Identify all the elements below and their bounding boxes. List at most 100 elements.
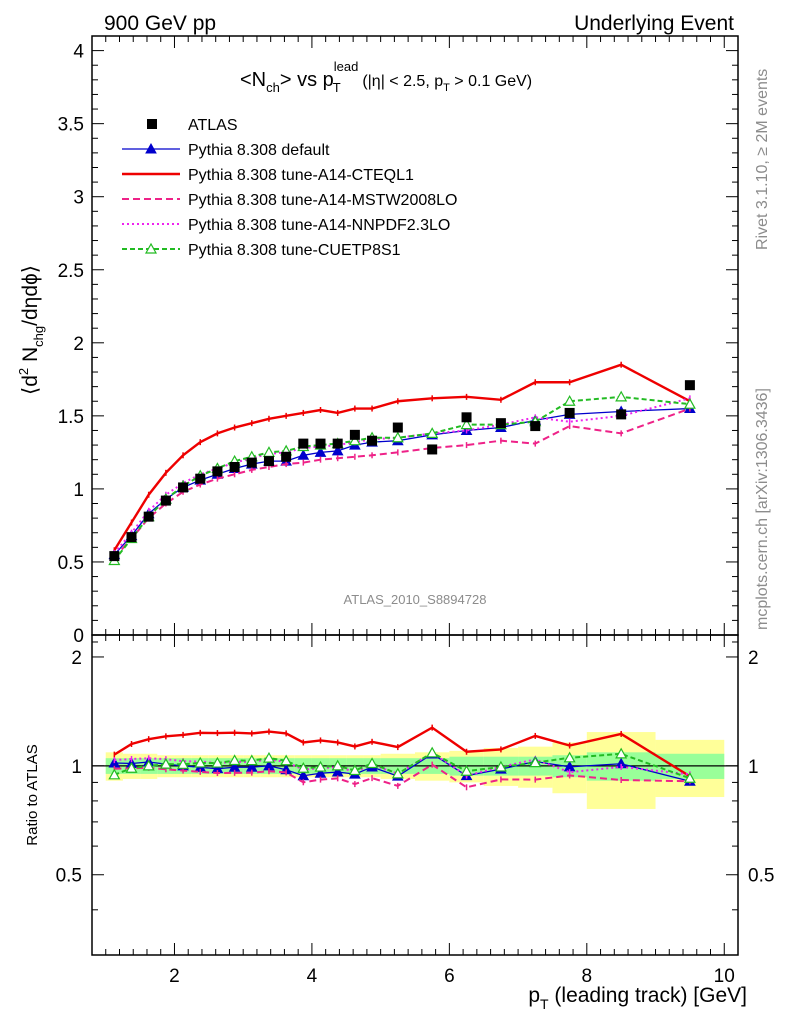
series-4-main-marker [615,390,628,402]
legend-entry: ATLAS [147,117,238,134]
atlas-data-point [495,418,506,429]
ratio-y-tick-label-right: 2 [748,648,759,669]
y-tick-label: 3 [73,188,84,209]
atlas-data-point [263,456,274,467]
series-4-main-marker [426,427,439,438]
series-1-main-line [113,363,691,551]
x-tick-label: 4 [307,966,318,987]
y-tick-label: 4 [73,42,84,63]
series-0-main-marker [297,449,310,460]
series-4-main-marker [348,434,361,446]
series-4-ratio-marker [108,768,121,780]
series-4-ratio-marker [159,757,172,769]
mcplots-url-label: mcplots.cern.ch [arXiv:1306.3436] [754,388,771,630]
main-panel-series [108,361,696,566]
rivet-version-label: Rivet 3.1.10, ≥ 2M events [754,69,771,250]
atlas-data-point [281,451,292,462]
atlas-data-point [109,551,120,562]
ratio-y-tick-label-left: 0.5 [56,866,82,887]
series-4-ratio-marker [615,747,628,759]
legend-entry: Pythia 8.308 tune-A14-NNPDF2.3LO [122,217,450,234]
header-left: 900 GeV pp [104,12,216,35]
legend-label: Pythia 8.308 default [188,142,330,159]
atlas-data-point [246,457,257,468]
y-tick-label: 2 [73,334,84,355]
legend-entry: Pythia 8.308 tune-A14-MSTW2008LO [122,192,457,209]
series-4-ratio-marker [280,754,293,766]
legend-label: Pythia 8.308 tune-A14-NNPDF2.3LO [188,217,450,234]
y-tick-label: 2.5 [58,261,84,282]
x-tick-label: 8 [582,966,593,987]
atlas-data-point [160,495,171,506]
atlas-data-point [616,409,627,420]
atlas-data-point [298,438,309,449]
legend-marker [144,242,158,254]
atlas-data-point [684,380,695,391]
atlas-data-point [367,435,378,446]
series-4-ratio-marker [426,746,439,758]
atlas-data-point [212,466,223,477]
legend-label: ATLAS [188,117,238,134]
series-4-ratio-marker [683,772,696,783]
series-4-main-marker [460,418,473,430]
series-4-main-marker [262,446,275,457]
chart-title: <Nch> vs pTlead(|η| < 2.5, pT > 0.1 GeV) [240,59,532,95]
legend-label: Pythia 8.308 tune-CUETP8S1 [188,242,401,259]
legend: ATLAS Pythia 8.308 default Pythia 8.308 tu… [122,117,457,259]
axes: 2 4 6 8 10 0 0.5 1 1.5 2 2.5 3 3.5 4 0.5 0.5 1 1 2 2 [56,35,774,987]
series-4-ratio-marker [391,767,404,779]
series-4-ratio-marker [142,759,155,771]
atlas-data-point [315,438,326,449]
series-4-main-marker [563,395,576,406]
series-2-main-line [113,407,691,559]
atlas-data-point [564,407,575,418]
series-4-ratio-marker [366,757,379,769]
ratio-panel-series [108,724,696,791]
legend-label: Pythia 8.308 tune-A14-MSTW2008LO [188,192,457,209]
atlas-data-point [143,511,154,522]
y-axis-label: ⟨d2 Nchg/dηdϕ⟩ [16,265,46,395]
series-4-ratio-marker [245,754,258,766]
series-4-ratio-marker [331,759,344,771]
series-4-ratio-marker [125,761,138,773]
ratio-uncertainty-bands [92,732,738,809]
series-2-ratio-line [114,763,690,789]
series-4-ratio-marker [194,756,207,768]
ratio-y-tick-label-left: 1 [71,757,82,778]
atlas-data-point [392,422,403,433]
series-4-main-marker [683,397,696,409]
y-tick-label: 3.5 [58,115,84,136]
series-4-ratio-marker [529,756,542,768]
y-tick-label: 0.5 [58,553,84,574]
series-4-ratio-marker [211,756,224,768]
legend-marker [145,142,157,154]
series-1-ratio-line [113,726,691,778]
series-3-ratio-line [114,751,691,777]
series-4-ratio-marker [563,751,576,763]
analysis-id: ATLAS_2010_S8894728 [344,592,487,607]
ratio-y-axis-label: Ratio to ATLAS [24,744,41,845]
legend-label: Pythia 8.308 tune-A14-CTEQL1 [188,167,414,184]
x-tick-label: 6 [444,966,455,987]
series-4-ratio-marker [297,762,310,773]
atlas-data-point [349,429,360,440]
y-tick-label: 1.5 [58,407,84,428]
series-4-ratio-marker [314,760,327,772]
ratio-panel-frame [91,634,739,956]
series-0-main-marker [331,444,344,456]
series-0-main-marker [314,446,327,457]
atlas-data-point [195,473,206,484]
legend-data-marker [147,119,157,129]
x-axis-label: pT (leading track) [GeV] [528,984,747,1012]
series-4-ratio-marker [262,751,275,763]
atlas-data-point [427,444,438,455]
header-right: Underlying Event [574,12,734,35]
y-tick-label: 1 [73,480,84,501]
legend-entry: Pythia 8.308 tune-CUETP8S1 [122,242,401,259]
series-4-ratio-marker [348,764,361,776]
atlas-data-point [461,412,472,423]
series-4-ratio-marker [228,754,241,766]
ratio-y-tick-label-right: 0.5 [748,866,774,887]
atlas-data-point [178,482,189,493]
